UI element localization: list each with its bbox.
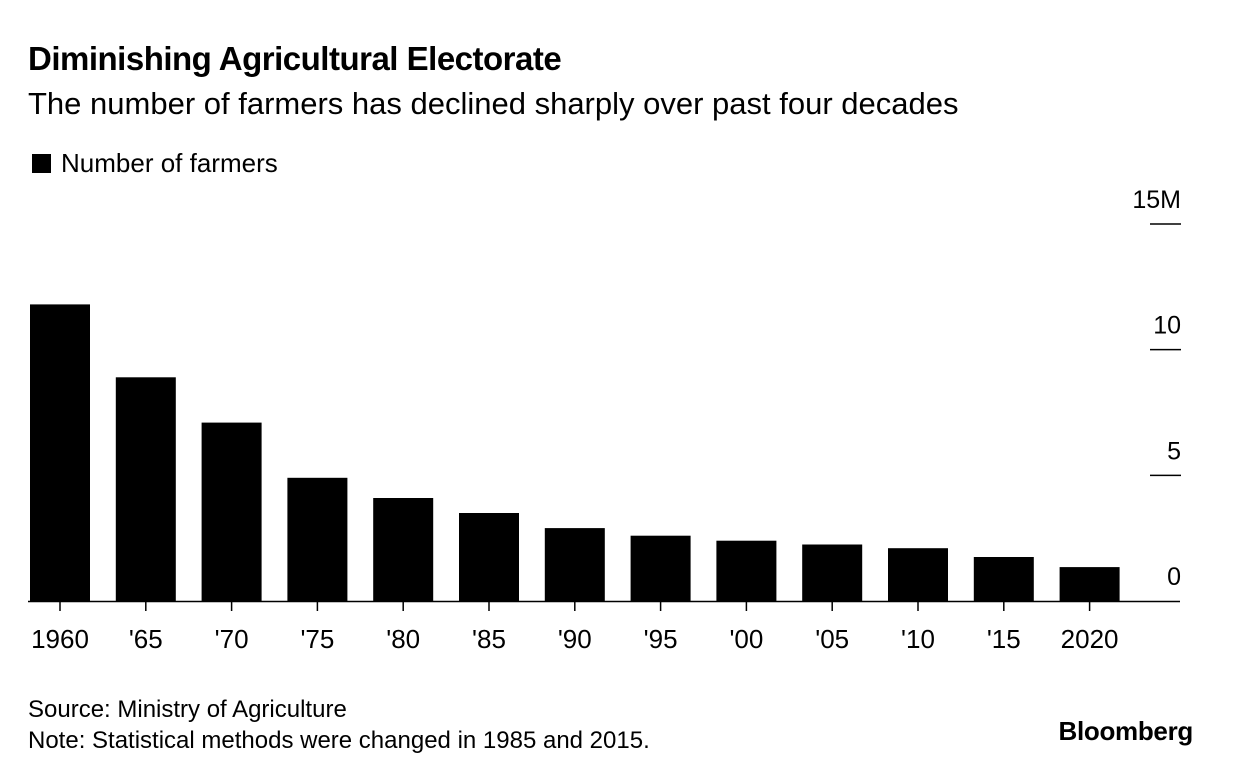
bar	[201, 422, 262, 601]
bars	[30, 304, 1120, 601]
y-tick-label: 0	[1167, 563, 1181, 591]
x-tick-label: '10	[901, 624, 935, 654]
x-tick-label: '90	[558, 624, 592, 654]
bar	[30, 304, 90, 601]
y-tick-label: 5	[1167, 437, 1181, 465]
legend-swatch	[32, 154, 51, 173]
x-tick-label: 1960	[31, 624, 89, 654]
bar	[373, 498, 434, 601]
y-axis: 15M 10 5 0	[1132, 186, 1181, 591]
x-axis: 1960 '65 '70 '75 '80 '85 '90 '95 '00 '05 '10 '15 202…	[28, 600, 1180, 654]
x-tick-label: '80	[386, 624, 420, 654]
y-tick-label: 10	[1153, 312, 1181, 340]
bar	[1059, 567, 1120, 601]
bar	[287, 477, 348, 601]
x-tick-label: '00	[729, 624, 763, 654]
x-tick-label: 2020	[1061, 624, 1119, 654]
bar	[802, 544, 863, 601]
chart-subtitle: The number of farmers has declined sharp…	[28, 86, 959, 121]
x-tick-label: '15	[987, 624, 1021, 654]
legend-label: Number of farmers	[61, 148, 278, 178]
bar	[716, 540, 777, 601]
x-tick-label: '95	[644, 624, 678, 654]
x-tick-label: '75	[300, 624, 334, 654]
x-tick-label: '05	[815, 624, 849, 654]
bar	[888, 548, 948, 601]
bloomberg-logo: Bloomberg	[1058, 716, 1193, 746]
bar	[973, 557, 1034, 601]
bar	[115, 377, 176, 601]
bar	[630, 535, 691, 601]
bar	[459, 513, 519, 601]
source-note: Source: Ministry of Agriculture	[28, 696, 347, 723]
x-tick-label: '65	[129, 624, 163, 654]
y-tick-label: 15M	[1132, 186, 1181, 214]
chart-title: Diminishing Agricultural Electorate	[28, 40, 562, 77]
bar	[544, 528, 605, 601]
legend: Number of farmers	[32, 148, 278, 179]
x-tick-label: '85	[472, 624, 506, 654]
x-tick-label: '70	[215, 624, 249, 654]
methodology-note: Note: Statistical methods were changed i…	[28, 727, 650, 754]
